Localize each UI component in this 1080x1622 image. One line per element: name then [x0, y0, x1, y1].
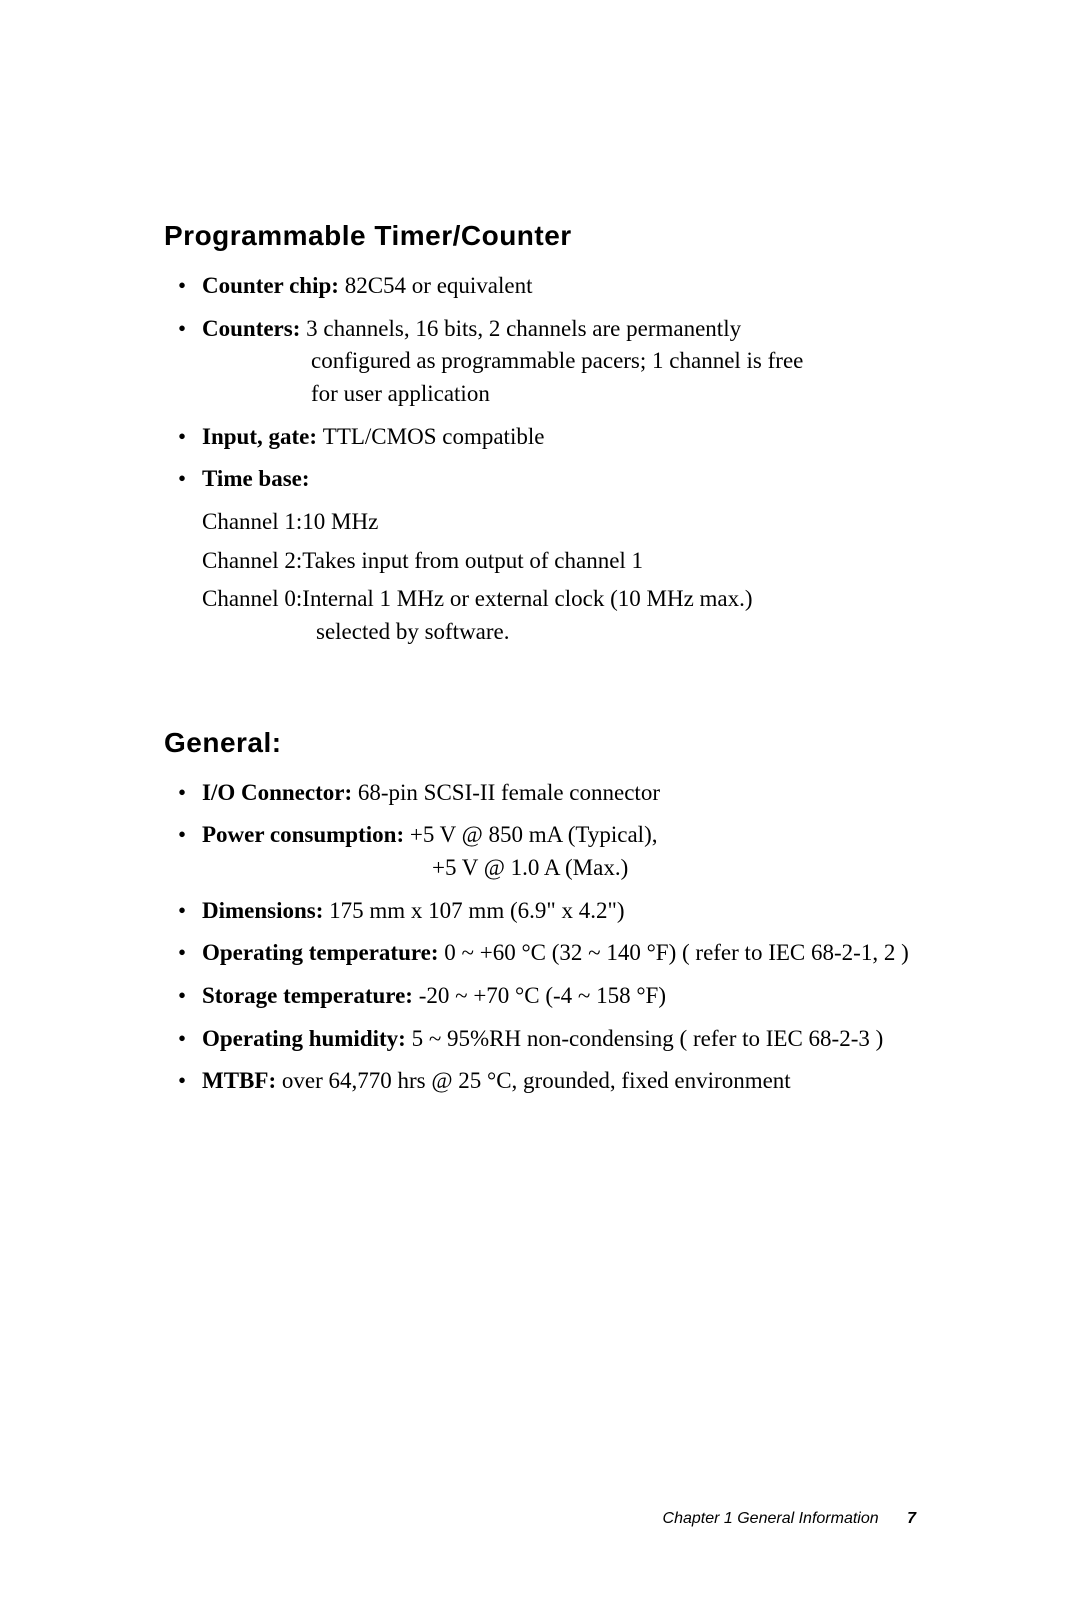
list-item: Counter chip: 82C54 or equivalent — [192, 270, 916, 303]
bullet-label: I/O Connector: — [202, 780, 358, 805]
bullet-label: Dimensions: — [202, 898, 329, 923]
subline: Channel 1:10 MHz — [164, 506, 916, 539]
bullet-label: Input, gate: — [202, 424, 323, 449]
section-spacer — [164, 655, 916, 727]
list-item: Dimensions: 175 mm x 107 mm (6.9" x 4.2"… — [192, 895, 916, 928]
section-heading-timer: Programmable Timer/Counter — [164, 220, 916, 252]
list-item: Operating temperature: 0 ~ +60 °C (32 ~ … — [192, 937, 916, 970]
hanging-text: configured as programmable pacers; 1 cha… — [202, 345, 916, 378]
bullet-label: Counters: — [202, 316, 306, 341]
subline: Channel 0:Internal 1 MHz or external clo… — [164, 583, 916, 648]
list-item: Input, gate: TTL/CMOS compatible — [192, 421, 916, 454]
list-item: Time base: — [192, 463, 916, 496]
general-bullet-list: I/O Connector: 68-pin SCSI-II female con… — [164, 777, 916, 1098]
footer-page-number: 7 — [907, 1510, 916, 1527]
list-item: MTBF: over 64,770 hrs @ 25 °C, grounded,… — [192, 1065, 916, 1098]
bullet-label: Time base: — [202, 466, 310, 491]
list-item: Storage temperature: -20 ~ +70 °C (-4 ~ … — [192, 980, 916, 1013]
bullet-label: Operating humidity: — [202, 1026, 412, 1051]
page-footer: Chapter 1 General Information 7 — [663, 1510, 916, 1528]
hanging-text: +5 V @ 1.0 A (Max.) — [202, 852, 916, 885]
bullet-label: Operating temperature: — [202, 940, 444, 965]
bullet-value: 175 mm x 107 mm (6.9" x 4.2") — [329, 898, 624, 923]
bullet-value: -20 ~ +70 °C (-4 ~ 158 °F) — [419, 983, 666, 1008]
bullet-value: 3 channels, 16 bits, 2 channels are perm… — [306, 316, 741, 341]
bullet-label: Storage temperature: — [202, 983, 419, 1008]
list-item: I/O Connector: 68-pin SCSI-II female con… — [192, 777, 916, 810]
subline: Channel 2:Takes input from output of cha… — [164, 545, 916, 578]
bullet-label: Power consumption: — [202, 822, 410, 847]
bullet-value: TTL/CMOS compatible — [323, 424, 545, 449]
list-item: Power consumption: +5 V @ 850 mA (Typica… — [192, 819, 916, 884]
bullet-value: 82C54 or equivalent — [345, 273, 533, 298]
section-heading-general: General: — [164, 727, 916, 759]
list-item: Counters: 3 channels, 16 bits, 2 channel… — [192, 313, 916, 411]
list-item: Operating humidity: 5 ~ 95%RH non-conden… — [192, 1023, 916, 1056]
subline-hanging: selected by software. — [202, 616, 916, 649]
bullet-value: 68-pin SCSI-II female connector — [358, 780, 660, 805]
hanging-text: for user application — [202, 378, 916, 411]
footer-chapter: Chapter 1 General Information — [663, 1510, 879, 1527]
bullet-label: MTBF: — [202, 1068, 282, 1093]
bullet-value: 5 ~ 95%RH non-condensing ( refer to IEC … — [412, 1026, 884, 1051]
bullet-label: Counter chip: — [202, 273, 345, 298]
bullet-value: +5 V @ 850 mA (Typical), — [410, 822, 658, 847]
timer-bullet-list: Counter chip: 82C54 or equivalent Counte… — [164, 270, 916, 496]
bullet-value: over 64,770 hrs @ 25 °C, grounded, fixed… — [282, 1068, 791, 1093]
bullet-value: 0 ~ +60 °C (32 ~ 140 °F) ( refer to IEC … — [444, 940, 908, 965]
subline-text: Channel 0:Internal 1 MHz or external clo… — [202, 586, 753, 611]
